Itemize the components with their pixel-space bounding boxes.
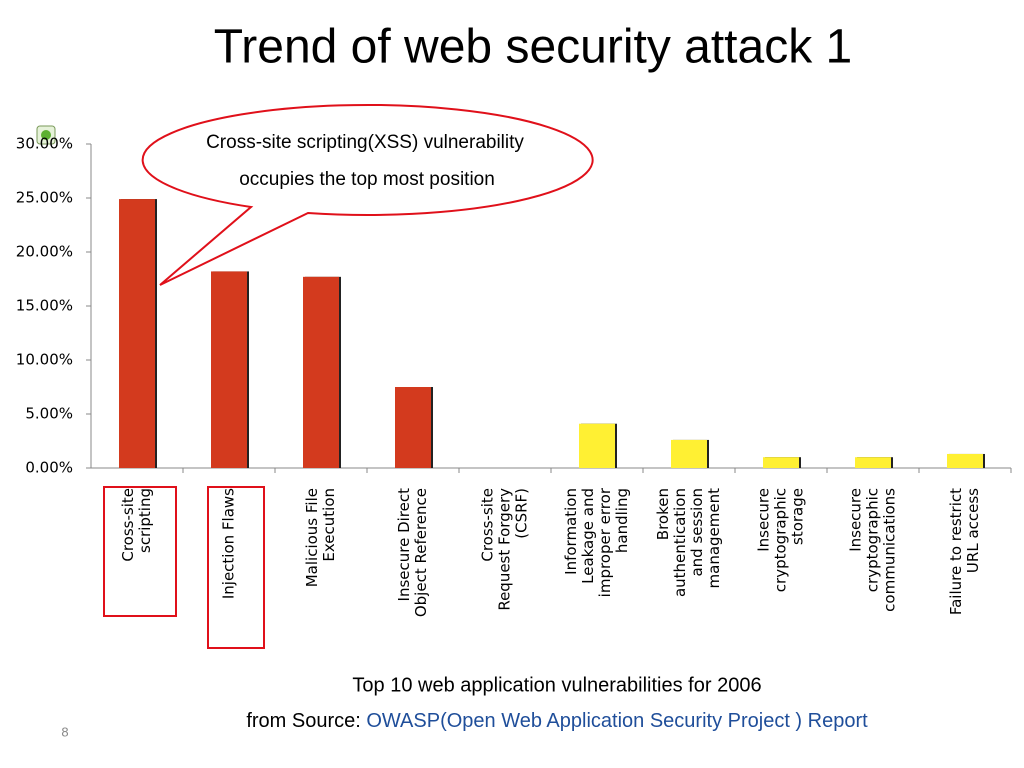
x-tick-label: Object Reference (412, 488, 430, 617)
bar (763, 457, 799, 468)
x-tick-label: cryptographic (864, 488, 882, 592)
x-tick-label: Execution (320, 488, 338, 562)
bar (395, 387, 431, 468)
slide-title: Trend of web security attack 1 (214, 21, 853, 74)
callout-text: Cross-site scripting(XSS) vulnerability (206, 132, 524, 153)
bar (211, 271, 247, 468)
highlight-box (207, 486, 265, 649)
highlight-box (103, 486, 177, 617)
x-tick-label: Injection Flaws (220, 488, 238, 599)
source-line: from Source: OWASP(Open Web Application … (246, 710, 868, 732)
x-tick-label: communications (881, 488, 899, 612)
bar (947, 453, 983, 468)
bar (671, 439, 707, 468)
y-tick-label: 15.00% (16, 297, 73, 315)
y-tick-label: 0.00% (25, 459, 73, 477)
x-tick-label: storage (789, 488, 807, 545)
source-link: OWASP(Open Web Application Security Proj… (366, 710, 868, 732)
caption: Top 10 web application vulnerabilities f… (352, 674, 761, 696)
y-tick-label: 5.00% (25, 405, 73, 423)
bar (119, 199, 155, 468)
y-tick-label: 20.00% (16, 243, 73, 261)
x-tick-label: Insecure Direct (395, 488, 413, 602)
callout (141, 103, 594, 286)
bar (579, 423, 615, 468)
x-tick-label: Insecure (755, 488, 773, 552)
callout-text: occupies the top most position (239, 169, 495, 190)
x-tick-label: URL access (964, 488, 982, 573)
x-tick-label: scripting (136, 488, 154, 553)
x-tick-label: and session (688, 488, 706, 577)
x-tick-label: Insecure (847, 488, 865, 552)
x-tick-label: Malicious File (303, 488, 321, 587)
y-tick-label: 30.00% (16, 135, 73, 153)
x-tick-label: Information (562, 488, 580, 575)
y-tick-label: 10.00% (16, 351, 73, 369)
source-prefix: from Source: (246, 710, 366, 732)
x-tick-label: improper error (596, 487, 614, 597)
x-tick-label: authentication (671, 488, 689, 597)
bar (855, 457, 891, 468)
x-tick-label: Leakage and (579, 488, 597, 584)
x-tick-label: Failure to restrict (947, 488, 965, 615)
x-tick-label: handling (613, 488, 631, 553)
x-tick-label: management (705, 488, 723, 589)
bar (303, 276, 339, 468)
page-number: 8 (61, 724, 68, 739)
x-tick-label: cryptographic (772, 488, 790, 592)
x-tick-label: Cross-site (479, 488, 497, 562)
icon-dot (41, 130, 51, 140)
x-tick-label: (CSRF) (513, 488, 531, 539)
x-tick-label: Broken (654, 488, 672, 540)
y-tick-label: 25.00% (16, 189, 73, 207)
x-tick-label: Cross-site (119, 488, 137, 562)
x-tick-label: Request Forgery (496, 488, 514, 611)
